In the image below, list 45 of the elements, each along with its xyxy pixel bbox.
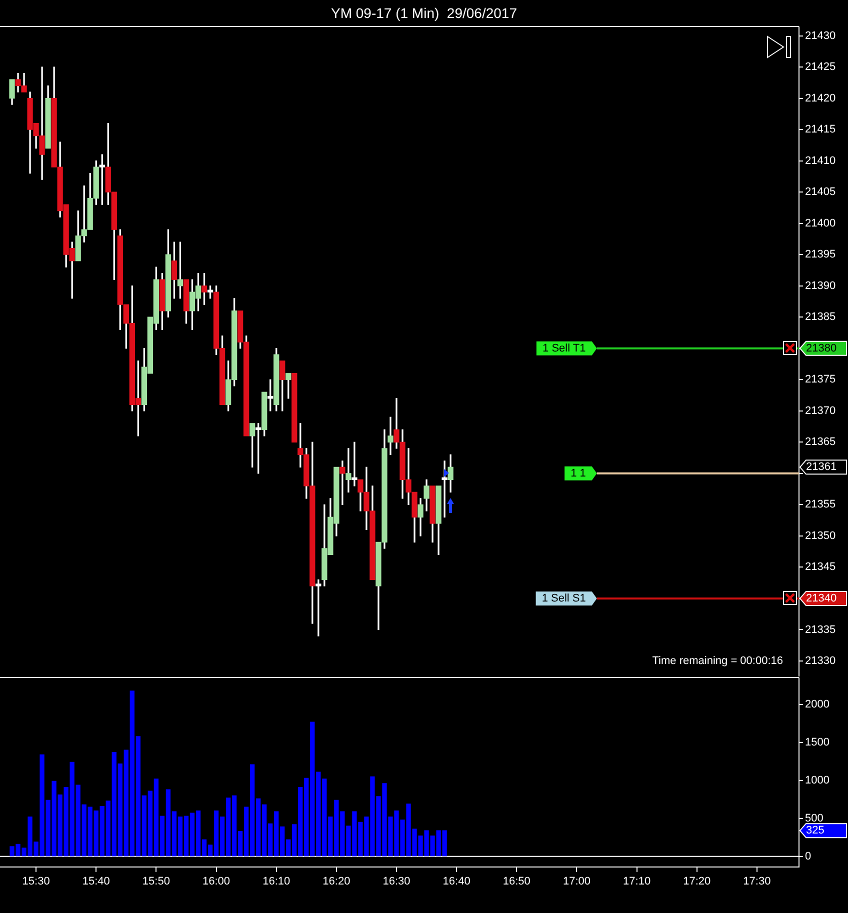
x-tick-label: 17:10 bbox=[623, 876, 651, 888]
x-tick-label: 16:00 bbox=[202, 876, 230, 888]
text: 21361 bbox=[806, 461, 837, 474]
y-tick-label: 21365 bbox=[805, 436, 836, 448]
y-tick-label: 21410 bbox=[805, 154, 836, 167]
y-tick-label: 21335 bbox=[805, 624, 836, 636]
y-tick-label: 21370 bbox=[805, 404, 836, 417]
y-tick-label: 21345 bbox=[805, 561, 836, 574]
y-tick-label: 2000 bbox=[805, 698, 830, 711]
x-tick-label: 16:30 bbox=[382, 876, 410, 888]
y-tick-label: 21415 bbox=[805, 124, 836, 136]
y-tick-label: 21430 bbox=[805, 30, 836, 42]
y-tick-label: 21405 bbox=[805, 186, 836, 198]
y-tick-label: 21390 bbox=[805, 280, 836, 292]
x-tick-label: 17:00 bbox=[562, 876, 590, 888]
y-tick-label: 1000 bbox=[805, 774, 830, 786]
x-tick-label: 16:40 bbox=[442, 876, 470, 888]
y-tick-label: 0 bbox=[805, 850, 812, 862]
y-tick-label: 21425 bbox=[805, 61, 836, 74]
ref-line-label: 1 Sell T1 bbox=[542, 342, 586, 354]
y-tick-label: 21350 bbox=[805, 530, 836, 542]
x-tick-label: 15:50 bbox=[142, 876, 170, 888]
text: 325 bbox=[806, 824, 824, 837]
x-tick-label: 16:10 bbox=[262, 876, 290, 888]
y-tick-label: 21375 bbox=[805, 374, 836, 386]
y-tick-label: 21340 bbox=[806, 592, 837, 604]
y-tick-label: 21395 bbox=[805, 248, 836, 261]
x-tick-label: 16:50 bbox=[502, 876, 530, 888]
y-tick-label: 21400 bbox=[805, 217, 836, 230]
y-tick-label: 21355 bbox=[805, 498, 836, 511]
annotation: Time remaining = 00:00:16 bbox=[652, 655, 783, 668]
y-tick-label: 21380 bbox=[806, 342, 837, 354]
chart-title: YM 09-17 (1 Min) 29/06/2017 bbox=[330, 4, 518, 23]
x-tick-label: 17:30 bbox=[743, 876, 771, 888]
y-tick-label: 500 bbox=[805, 812, 824, 824]
x-tick-label: 15:30 bbox=[22, 876, 50, 888]
y-tick-label: 21385 bbox=[805, 311, 836, 324]
x-tick-label: 17:20 bbox=[683, 876, 711, 888]
y-tick-label: 21420 bbox=[805, 92, 836, 104]
y-tick-label: 21330 bbox=[805, 655, 836, 668]
annotation: 1 1 bbox=[570, 467, 586, 480]
y-tick-label: 1500 bbox=[805, 736, 830, 749]
x-tick-label: 15:40 bbox=[82, 876, 110, 888]
ref-line-label: 1 Sell S1 bbox=[542, 592, 586, 604]
x-tick-label: 16:20 bbox=[322, 876, 350, 888]
